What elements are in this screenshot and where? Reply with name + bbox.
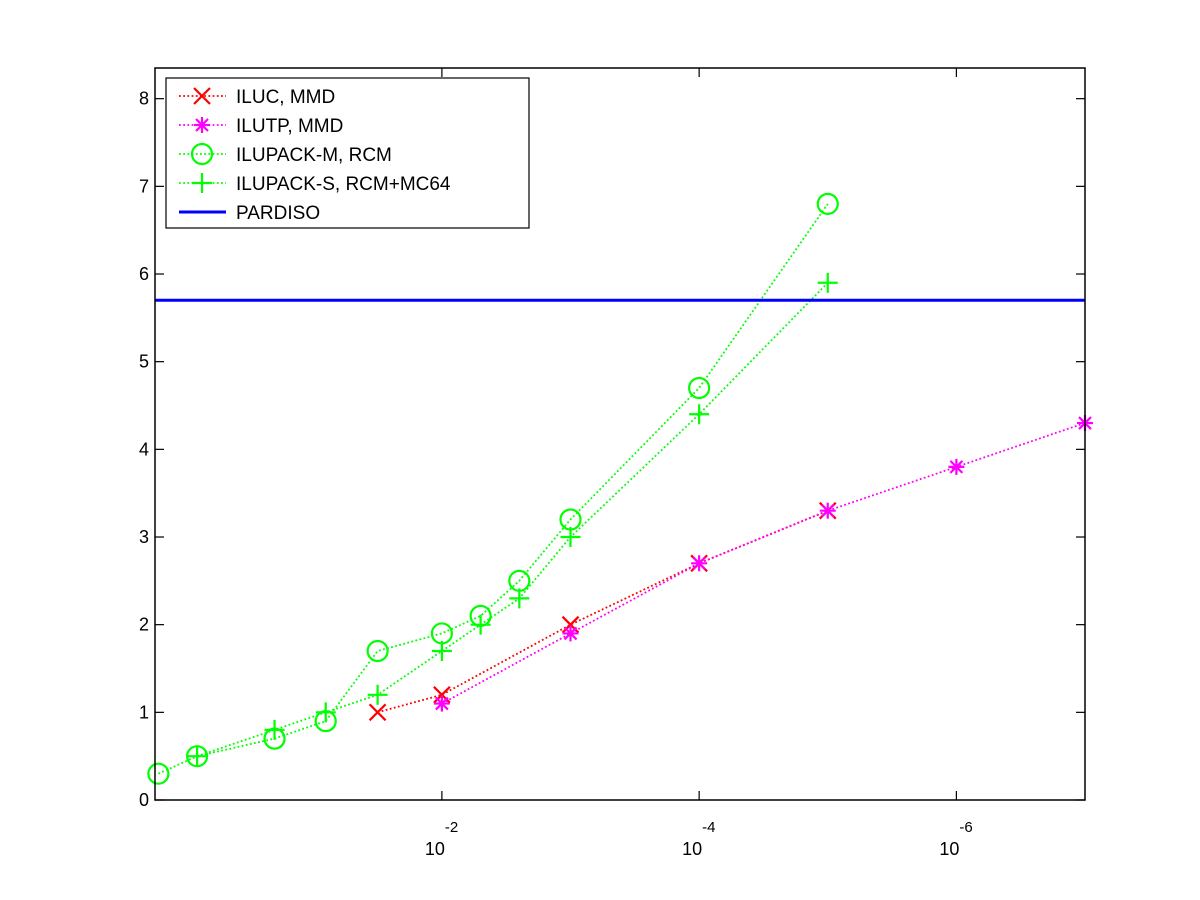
legend-label-2: ILUTP, MMD <box>236 116 343 137</box>
series-4-point-3 <box>315 702 336 723</box>
x-tick-base-0: 10 <box>425 839 445 859</box>
series-1-point-2-stroke-b <box>433 686 451 704</box>
series-4-point-8 <box>560 527 581 548</box>
series-4-point-10 <box>817 272 838 293</box>
series-4-point-6 <box>470 614 491 635</box>
x-tick-exponent-0: -2 <box>445 819 458 836</box>
series-4-point-5 <box>431 640 452 661</box>
series-3-point-10 <box>688 376 711 400</box>
series-1-point-2 <box>433 686 451 704</box>
series-3-point-1 <box>147 762 170 785</box>
series-4-point-1 <box>187 746 208 767</box>
series-line-2 <box>441 422 1086 705</box>
series-1-point-3-stroke-b <box>561 615 580 634</box>
series-3-point-11-ring <box>816 192 839 215</box>
x-tick-exponent-2: -6 <box>959 819 972 836</box>
legend-marker-4 <box>192 173 212 193</box>
axes-frame <box>154 67 1086 801</box>
y-tick-label-2: 2 <box>139 615 149 635</box>
series-2-point-3 <box>691 555 708 572</box>
series-4-point-7 <box>509 588 530 609</box>
legend-label-4: ILUPACK-S, RCM+MC64 <box>236 174 451 195</box>
series-line-4 <box>196 282 829 758</box>
legend-box <box>165 77 530 229</box>
series-2-point-1 <box>433 695 450 712</box>
series-3-point-10-ring <box>688 376 711 400</box>
series-2-point-3-stroke-d2 <box>692 556 706 571</box>
legend-marker-3-ring <box>190 142 214 166</box>
legend-label-5: PARDISO <box>236 203 320 224</box>
x-tick-base-2: 10 <box>939 839 959 859</box>
series-2-point-5-stroke-d2 <box>949 460 964 474</box>
series-1-point-1-stroke-b <box>368 703 387 722</box>
y-tick-label-3: 3 <box>139 527 149 547</box>
series-3-point-5 <box>366 639 389 663</box>
series-2-point-5 <box>948 458 965 475</box>
x-tick-exponent-1: -4 <box>702 819 715 836</box>
series-1-point-1 <box>368 703 387 722</box>
series-3-point-5-ring <box>366 639 389 663</box>
y-tick-label-7: 7 <box>139 176 149 196</box>
plot-area <box>147 192 1093 785</box>
y-tick-label-4: 4 <box>139 439 149 459</box>
series-2-point-4 <box>819 502 836 519</box>
series-2-point-1-stroke-d2 <box>435 696 449 711</box>
y-tick-label-0: 0 <box>139 790 149 810</box>
y-tick-label-8: 8 <box>139 89 149 109</box>
series-2-point-2-stroke-d2 <box>563 626 578 641</box>
legend: ILUC, MMD ILUTP, MMD ILUPACK-M, RCM ILUPACK… <box>165 77 530 229</box>
legend-marker-3 <box>190 142 214 166</box>
legend-marker-2 <box>194 117 210 133</box>
series-3-point-11 <box>816 192 839 215</box>
legend-label-3: ILUPACK-M, RCM <box>236 145 392 166</box>
series-3-point-1-ring <box>147 762 170 785</box>
y-tick-label-6: 6 <box>139 264 149 284</box>
series-4-point-2 <box>264 719 285 740</box>
y-tick-label-5: 5 <box>139 352 149 372</box>
series-4-point-4 <box>367 684 388 705</box>
series-2-point-2 <box>562 625 579 642</box>
x-tick-base-1: 10 <box>682 839 702 859</box>
series-2-point-4-stroke-d2 <box>820 503 835 518</box>
y-tick-label-1: 1 <box>139 702 149 722</box>
legend-marker-1 <box>193 87 211 105</box>
legend-marker-2-stroke-d2 <box>195 118 209 132</box>
series-4-point-9 <box>689 404 710 425</box>
legend-marker-1-stroke-b <box>193 87 211 105</box>
legend-label-1: ILUC, MMD <box>236 87 335 108</box>
